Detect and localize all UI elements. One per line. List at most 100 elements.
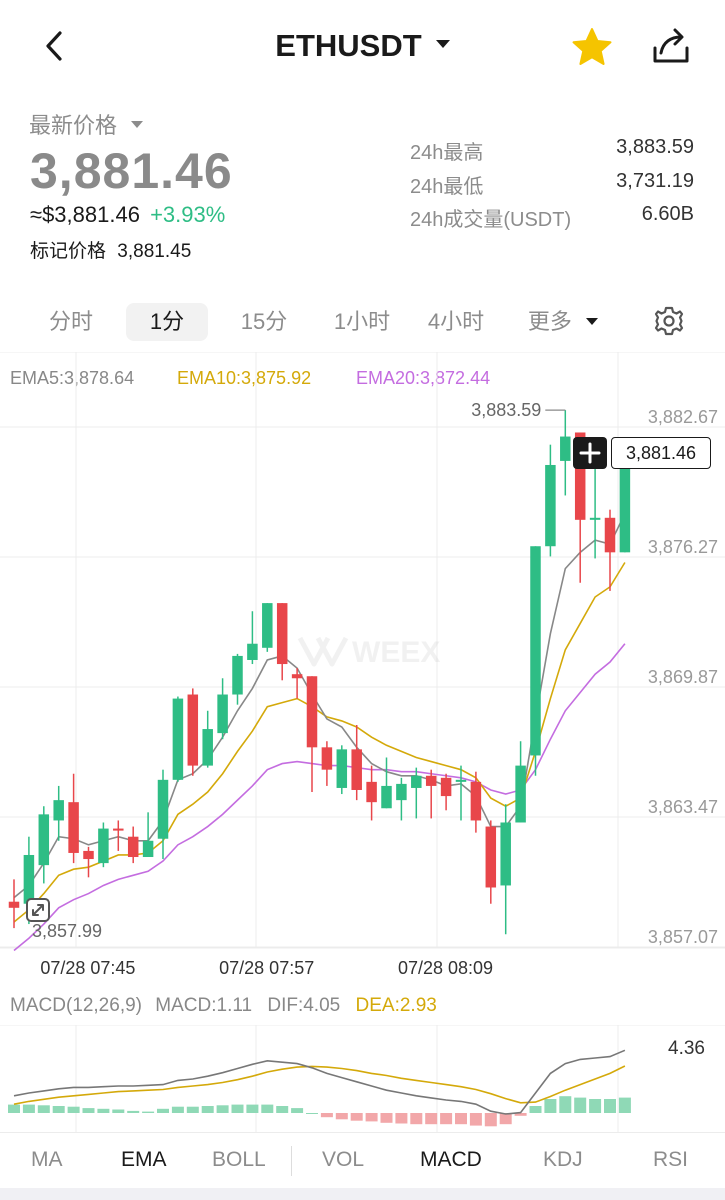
candle (589, 469, 601, 559)
back-button[interactable] (38, 28, 72, 64)
candle-body (604, 517, 616, 553)
candle (321, 741, 333, 786)
tab-interval-1m[interactable]: 1分 (126, 303, 208, 341)
macd-bar (425, 1113, 438, 1125)
macd-bar (216, 1105, 229, 1113)
price-type-label: 最新价格 (29, 113, 118, 138)
macd-bar (186, 1106, 199, 1113)
tab-interval-timeline[interactable]: 分时 (48, 309, 93, 334)
mark-price-value: 3,881.45 (117, 241, 192, 262)
price-type-selector[interactable]: 最新价格 (29, 108, 144, 140)
macd-bar (306, 1113, 318, 1114)
candle (98, 822, 109, 868)
candle-body (127, 836, 139, 858)
tab-interval-15m[interactable]: 15分 (240, 309, 288, 334)
macd-bar (276, 1106, 289, 1113)
macd-bar (22, 1104, 35, 1113)
macd-bar (514, 1113, 527, 1116)
candle (202, 710, 213, 768)
tab-interval-more[interactable]: 更多 (518, 303, 608, 341)
candle-body (291, 674, 303, 679)
candle (217, 678, 228, 740)
candle-body (589, 517, 601, 520)
candle-body (23, 854, 35, 904)
share-icon (653, 28, 689, 63)
macd-bar (574, 1097, 587, 1113)
tab-indicator-rsi[interactable]: RSI (653, 1148, 689, 1171)
candle (53, 785, 64, 841)
bottom-bar (0, 1188, 725, 1200)
candle-body (68, 802, 79, 853)
tab-indicator-ema[interactable]: EMA (121, 1148, 167, 1171)
x-tick-label: 07/28 08:09 (398, 958, 493, 978)
macd-axis-label: 4.36 (668, 1038, 705, 1059)
candle (470, 771, 482, 833)
candle-body (38, 814, 50, 866)
candle (68, 773, 79, 864)
caret-down-icon (435, 39, 450, 48)
dif-value: DIF:4.05 (267, 995, 341, 1016)
candle-body (455, 779, 467, 782)
candle (142, 812, 154, 858)
candle-body (276, 603, 288, 665)
usd-value: ≈$3,881.46 (30, 202, 140, 227)
chart-settings-button[interactable] (652, 304, 686, 338)
price-usd-line: ≈$3,881.46 +3.93% (30, 202, 225, 228)
mark-price-line: 标记价格 3,881.45 (30, 236, 191, 263)
add-order-button[interactable] (573, 437, 607, 469)
tab-indicator-macd[interactable]: MACD (420, 1148, 482, 1171)
current-price-tag: 3,881.46 (611, 437, 711, 469)
macd-chart[interactable] (0, 1025, 725, 1135)
candle-body (411, 775, 422, 788)
tab-indicator-kdj[interactable]: KDJ (543, 1148, 583, 1171)
macd-bar (82, 1108, 95, 1113)
macd-bar (484, 1113, 497, 1127)
candlestick-chart[interactable]: WEEX 3,882.67 3,876.27 3,869.87 3,863.47 3,8… (0, 352, 725, 992)
ema5-legend: EMA5:3,878.64 (10, 368, 135, 388)
macd-bar (142, 1111, 155, 1113)
y-tick-label: 3,863.47 (648, 797, 718, 817)
candle (276, 603, 288, 681)
chart-expand-button[interactable] (25, 897, 51, 923)
bottom-divider (0, 1132, 725, 1133)
candle (530, 546, 541, 776)
macd-bar (112, 1109, 125, 1113)
macd-bar (395, 1113, 408, 1124)
candle-body (142, 840, 154, 858)
symbol-selector[interactable]: ETHUSDT (0, 28, 725, 64)
macd-bar (529, 1106, 542, 1113)
candle (351, 724, 362, 801)
candle-body (8, 901, 20, 908)
stat-value: 3,883.59 (616, 136, 694, 158)
macd-bar (469, 1113, 482, 1126)
tab-indicator-vol[interactable]: VOL (322, 1148, 365, 1171)
candle-body (232, 655, 243, 695)
y-tick-label: 3,869.87 (648, 667, 718, 687)
macd-bar (499, 1113, 512, 1125)
tab-indicator-boll[interactable]: BOLL (212, 1148, 266, 1171)
ema20-legend: EMA20:3,872.44 (356, 368, 491, 388)
tab-separator (291, 1146, 292, 1176)
candle-body (336, 749, 348, 788)
chevron-left-icon (46, 31, 62, 61)
macd-bar (455, 1113, 467, 1125)
tab-indicator-ma[interactable]: MA (31, 1148, 63, 1171)
favorite-button[interactable] (570, 26, 614, 68)
candle (172, 696, 184, 782)
candle-body (98, 828, 109, 864)
macd-bar (246, 1104, 259, 1113)
tab-interval-1h[interactable]: 1小时 (333, 309, 391, 334)
tab-interval-4h[interactable]: 4小时 (427, 309, 485, 334)
candle-body (396, 783, 407, 801)
x-tick-label: 07/28 07:57 (219, 958, 314, 978)
share-button[interactable] (650, 26, 692, 68)
candle-body (172, 698, 184, 780)
candle (455, 765, 467, 821)
macd-value: MACD:1.11 (155, 995, 253, 1016)
macd-bar (8, 1104, 20, 1113)
macd-bar (37, 1105, 50, 1113)
candle-body (53, 800, 64, 821)
caret-down-icon (131, 120, 144, 128)
candle (291, 668, 303, 699)
candle-body (321, 747, 333, 770)
